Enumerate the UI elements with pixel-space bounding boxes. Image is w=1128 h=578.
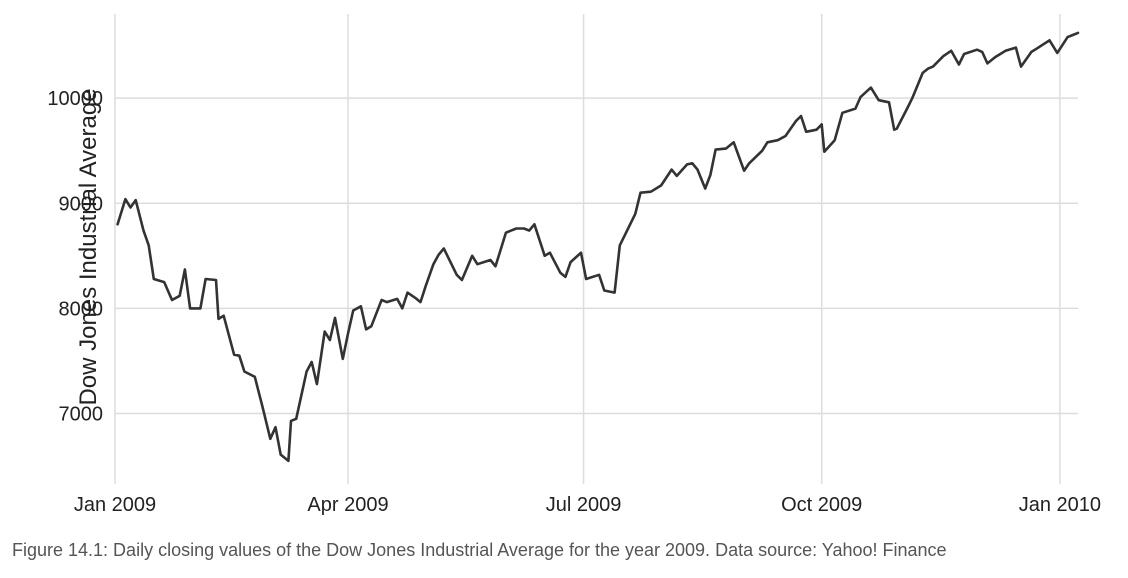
grid-lines — [114, 14, 1078, 484]
y-tick-label: 8000 — [59, 298, 104, 320]
y-axis-title: Dow Jones Industrial Average — [75, 88, 102, 405]
tick-labels: 7000 8000 9000 10000 Jan 2009 Apr 2009 Jul 200… — [47, 88, 1101, 516]
y-tick-label: 9000 — [59, 193, 104, 215]
y-tick-label: 10000 — [47, 88, 103, 110]
y-tick-label: 7000 — [59, 404, 104, 426]
x-tick-label: Apr 2009 — [307, 494, 388, 516]
line-chart: 7000 8000 9000 10000 Jan 2009 Apr 2009 Jul 200… — [47, 14, 1101, 516]
x-tick-label: Oct 2009 — [781, 494, 862, 516]
x-tick-label: Jan 2010 — [1019, 494, 1101, 516]
figure-caption: Figure 14.1: Daily closing values of the… — [12, 540, 947, 560]
series-line-dow-jones — [116, 31, 1080, 463]
x-tick-label: Jul 2009 — [546, 494, 622, 516]
x-tick-label: Jan 2009 — [74, 494, 156, 516]
series-layer — [116, 31, 1080, 463]
